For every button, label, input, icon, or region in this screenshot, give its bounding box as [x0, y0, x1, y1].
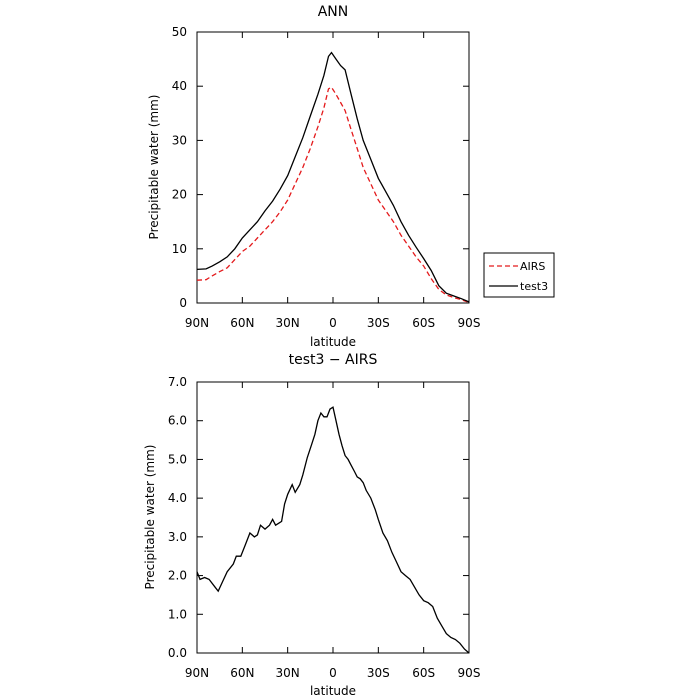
y-tick-label: 10 [172, 242, 187, 256]
y-tick-label: 7.0 [168, 375, 187, 389]
y-tick-label: 5.0 [168, 452, 187, 466]
series-line [196, 406, 470, 654]
x-axis-label: latitude [310, 684, 356, 698]
x-tick-label: 60N [230, 666, 254, 680]
y-tick-label: 30 [172, 133, 187, 147]
legend: AIRS test3 [483, 252, 555, 298]
x-tick-label: 90S [458, 316, 481, 330]
y-tick-label: 6.0 [168, 414, 187, 428]
legend-label-test3: test3 [520, 280, 548, 293]
x-tick-label: 60N [230, 316, 254, 330]
x-tick-label: 30S [367, 666, 390, 680]
x-tick-label: 0 [329, 316, 337, 330]
plot-frame [196, 381, 470, 654]
y-tick-label: 3.0 [168, 530, 187, 544]
y-axis-label: Precipitable water (mm) [147, 95, 161, 240]
legend-box [483, 252, 555, 298]
chart-panel-diff: test3 − AIRS latitude Precipitable water… [143, 352, 480, 698]
series-line-test3 [196, 51, 470, 303]
y-tick-label: 0 [179, 296, 187, 310]
series-line-airs [196, 86, 470, 304]
y-tick-label: 1.0 [168, 607, 187, 621]
x-axis-label: latitude [310, 335, 356, 349]
x-tick-label: 30S [367, 316, 390, 330]
x-tick-label: 60S [412, 666, 435, 680]
x-tick-label: 90N [185, 666, 209, 680]
chart-panel-ann: ANN latitude Precipitable water (mm) 90N… [147, 4, 555, 349]
x-tick-label: 0 [329, 666, 337, 680]
x-tick-label: 90N [185, 316, 209, 330]
y-tick-label: 20 [172, 188, 187, 202]
y-tick-label: 4.0 [168, 491, 187, 505]
y-tick-label: 0.0 [168, 646, 187, 660]
x-tick-label: 90S [458, 666, 481, 680]
chart-title: test3 − AIRS [289, 352, 378, 368]
legend-label-airs: AIRS [520, 260, 545, 273]
y-tick-label: 40 [172, 79, 187, 93]
y-tick-label: 2.0 [168, 569, 187, 583]
y-axis-label: Precipitable water (mm) [143, 445, 157, 590]
x-tick-label: 60S [412, 316, 435, 330]
y-tick-label: 50 [172, 25, 187, 39]
x-tick-label: 30N [276, 316, 300, 330]
chart-title: ANN [318, 4, 349, 20]
x-tick-label: 30N [276, 666, 300, 680]
plot-frame [196, 31, 470, 304]
